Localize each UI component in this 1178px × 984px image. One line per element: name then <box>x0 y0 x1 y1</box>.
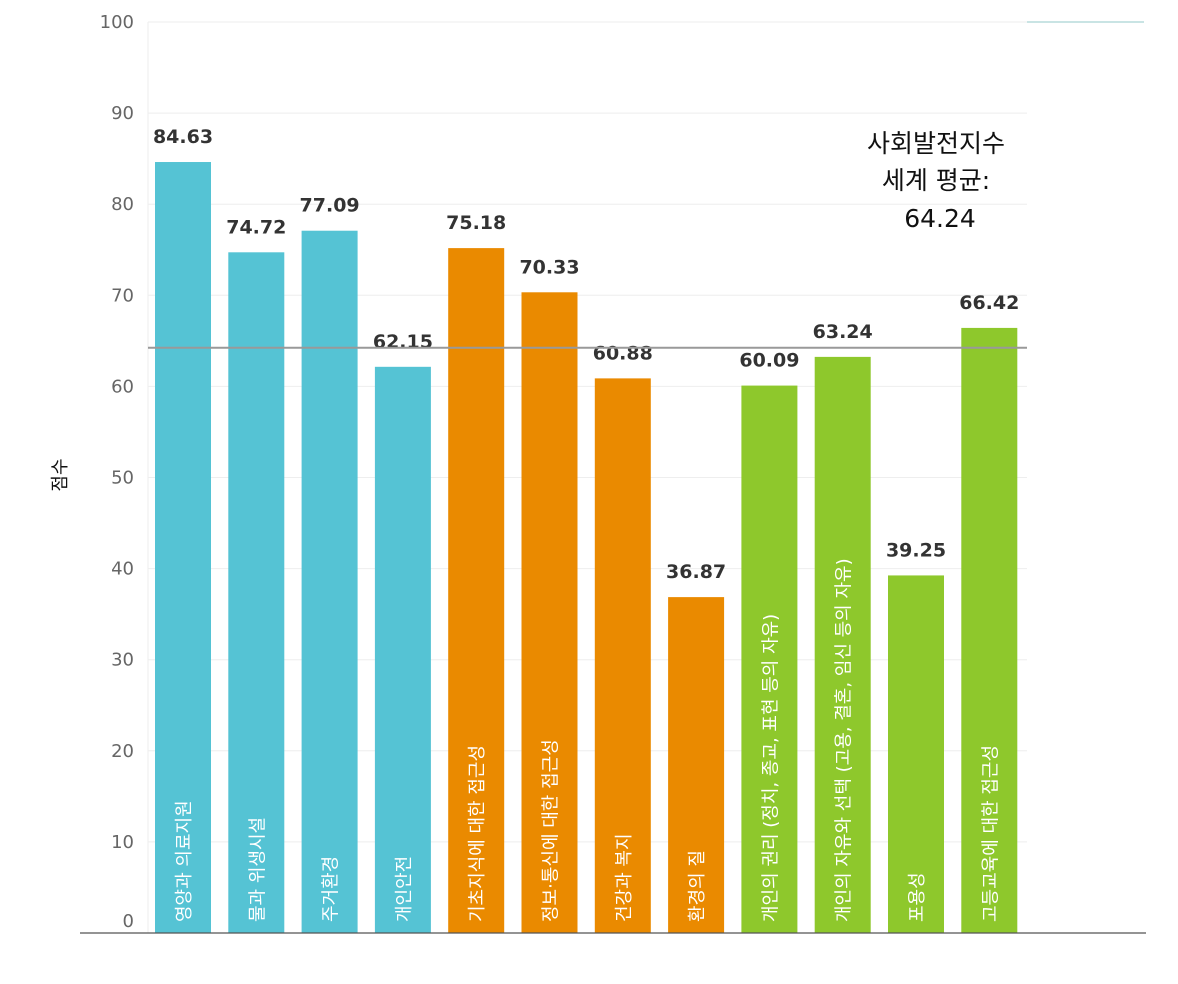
category-label: 개인의 권리 (정치, 종교, 표현 등의 자유) <box>760 614 781 922</box>
bar <box>301 230 358 934</box>
category-label: 환경의 질 <box>687 850 708 922</box>
bar <box>961 327 1018 933</box>
category-label: 개인안전 <box>394 856 415 922</box>
data-value-label: 60.88 <box>593 342 653 364</box>
y-tick-label: 40 <box>111 559 134 580</box>
category-label: 고등교육에 대한 접근성 <box>980 745 1001 922</box>
y-tick-label: 90 <box>111 103 134 124</box>
bar <box>228 252 285 934</box>
y-axis-title: 점수 <box>50 458 71 491</box>
data-value-label: 66.42 <box>959 292 1019 314</box>
bar <box>814 356 871 933</box>
data-value-label: 63.24 <box>813 321 873 343</box>
data-value-label: 74.72 <box>226 216 286 238</box>
y-tick-label: 10 <box>111 832 134 853</box>
data-value-label: 39.25 <box>886 539 946 561</box>
data-value-label: 62.15 <box>373 331 433 353</box>
gridlines <box>148 21 1027 843</box>
world-average-label-line-2: 세계 평균: <box>882 166 990 195</box>
data-value-label: 60.09 <box>739 350 799 372</box>
category-label: 기초지식에 대한 접근성 <box>467 745 488 922</box>
y-tick-label: 30 <box>111 650 134 671</box>
y-tick-label: 50 <box>111 468 134 489</box>
data-value-label: 77.09 <box>300 195 360 217</box>
category-label: 주거환경 <box>321 856 342 922</box>
category-label: 개인의 자유와 선택 (고용, 결혼, 임신 등의 자유) <box>834 558 855 922</box>
y-axis-ticks: 0 10 20 30 40 50 60 70 80 90 100 <box>100 12 134 932</box>
y-tick-label: 70 <box>111 285 134 306</box>
category-label: 영양과 의료지원 <box>174 800 195 922</box>
y-tick-label: 20 <box>111 741 134 762</box>
bar <box>448 248 505 933</box>
bar <box>155 162 211 934</box>
bar <box>741 385 798 934</box>
data-value-label: 36.87 <box>666 561 726 583</box>
category-label: 포용성 <box>907 872 928 922</box>
y-tick-label: 100 <box>100 12 134 33</box>
data-value-label: 84.63 <box>153 126 213 148</box>
bar <box>521 292 578 933</box>
world-average-label-line-1: 사회발전지수 <box>867 129 1005 158</box>
bar <box>888 575 944 933</box>
bar <box>668 597 725 933</box>
data-value-label: 70.33 <box>519 256 579 278</box>
world-average-label: 사회발전지수 세계 평균: 64.24 <box>867 129 1013 233</box>
world-average-label-line-3: 64.24 <box>904 204 976 233</box>
bar <box>374 366 431 934</box>
category-label: 건강과 복지 <box>614 833 635 922</box>
category-label: 물과 위생시설 <box>247 817 268 922</box>
bars: 84.63 영양과 의료지원 74.72 물과 위생시설 77.09 주거환경 62.15 개… <box>153 126 1019 934</box>
data-value-label: 75.18 <box>446 212 506 234</box>
y-tick-label: 0 <box>123 911 134 932</box>
y-tick-label: 80 <box>111 194 134 215</box>
y-tick-label: 60 <box>111 376 134 397</box>
category-label: 정보·통신에 대한 접근성 <box>541 739 562 922</box>
bar <box>594 378 651 934</box>
